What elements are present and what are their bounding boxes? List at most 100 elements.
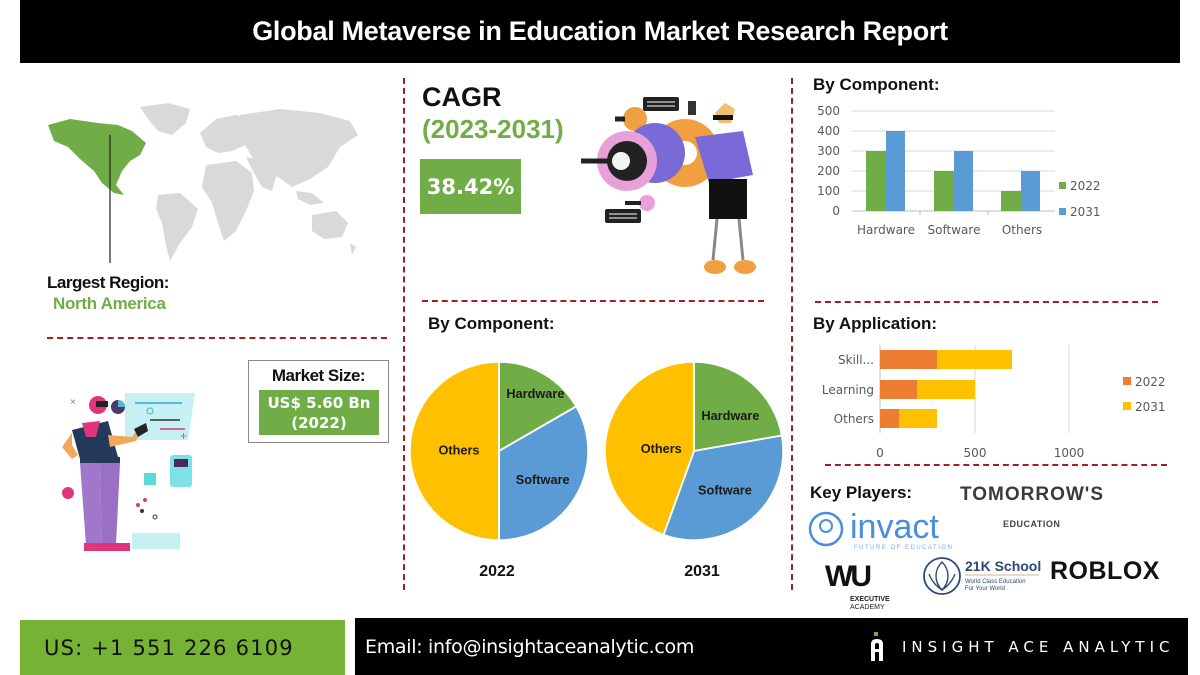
footer-email[interactable]: Email: info@insightaceanalytic.com (365, 636, 695, 658)
logo-invact: invact FUTURE OF EDUCATION (808, 508, 953, 551)
bar-others-2022 (880, 409, 899, 428)
app-chart-x-axis: 0 500 1000 (876, 446, 1084, 460)
component-bar-title: By Component: (813, 75, 940, 94)
svg-text:Hardware: Hardware (857, 223, 915, 237)
panel-icon (643, 97, 679, 111)
vertical-divider-left (403, 78, 405, 590)
vr-glasses-icon (713, 115, 733, 120)
footer-brand: INSIGHT ACE ANALYTIC (870, 632, 1174, 662)
svg-text:2022: 2022 (1070, 179, 1101, 193)
svg-text:2022: 2022 (1135, 375, 1166, 389)
footer-brand-name: INSIGHT ACE ANALYTIC (902, 638, 1175, 656)
pie-slice-hardware (693, 360, 783, 453)
market-size-card: Market Size: US$ 5.60 Bn (2022) (248, 360, 389, 443)
logo-21k-school: 21K School World Class Education For You… (923, 557, 1041, 595)
bar-chart-legend: 2022 2031 (1059, 179, 1101, 219)
svg-text:500: 500 (817, 104, 840, 118)
horizontal-divider-right-top (815, 301, 1158, 303)
logo-tomorrows-education: TOMORROW'S EDUCATION (960, 484, 1104, 529)
app-chart-legend: 2022 2031 (1123, 375, 1166, 414)
pie-year-label-2031: 2031 (684, 563, 720, 580)
svg-text:×: × (70, 397, 76, 408)
horizontal-divider-left (47, 337, 387, 339)
svg-text:EXECUTIVE: EXECUTIVE (850, 596, 890, 603)
svg-text:WU: WU (825, 560, 870, 593)
svg-text:300: 300 (817, 144, 840, 158)
pie-label-hardware: Hardware (701, 408, 759, 423)
pie-label-others: Others (641, 441, 682, 456)
pie-slice-hardware (498, 360, 578, 453)
svg-text:200: 200 (817, 164, 840, 178)
svg-text:FUTURE OF EDUCATION: FUTURE OF EDUCATION (854, 545, 953, 551)
svg-text:Learning: Learning (822, 383, 874, 397)
svg-text:Skill...: Skill... (838, 353, 874, 367)
svg-text:EDUCATION: EDUCATION (1003, 519, 1060, 529)
bar-others-2031 (1021, 171, 1040, 211)
lightbulb-icon (808, 511, 844, 547)
bar-software-2022 (934, 171, 954, 211)
vertical-divider-right (791, 78, 793, 590)
svg-text:Others: Others (1002, 223, 1042, 237)
svg-text:+: + (180, 429, 187, 443)
report-title: Global Metaverse in Education Market Res… (252, 16, 948, 46)
cagr-period: (2023-2031) (422, 114, 564, 144)
svg-text:ACADEMY: ACADEMY (850, 604, 885, 611)
bar-chart-x-axis: Hardware Software Others (857, 223, 1042, 237)
bar-learning-2022 (880, 380, 917, 399)
footer-contact-bar: Email: info@insightaceanalytic.com INSIG… (355, 618, 1188, 675)
pie-slice-software (498, 405, 590, 542)
report-header: Global Metaverse in Education Market Res… (20, 0, 1180, 63)
pie-chart-2022: Hardware Software Others (408, 360, 590, 542)
cagr-title: CAGR (422, 82, 502, 112)
logo-wu-executive-academy: WU EXECUTIVE ACADEMY (825, 560, 890, 611)
market-size-value: US$ 5.60 Bn (2022) (259, 390, 379, 435)
bar-software-2031 (954, 151, 973, 211)
market-size-amount: US$ 5.60 Bn (267, 394, 371, 412)
svg-text:0: 0 (876, 446, 884, 460)
svg-text:For Your World: For Your World (965, 586, 1005, 592)
component-bar-chart: 500 400 300 200 100 0 Hardware Software … (817, 104, 1101, 237)
svg-text:TOMORROW'S: TOMORROW'S (960, 484, 1104, 505)
pie-label-software: Software (698, 483, 752, 498)
svg-text:1000: 1000 (1054, 446, 1085, 460)
panel-icon (605, 209, 641, 223)
pie-year-label-2022: 2022 (479, 563, 515, 580)
gears-person-illustration (581, 97, 756, 274)
svg-text:World Class Education: World Class Education (965, 579, 1026, 585)
svg-text:Software: Software (928, 223, 981, 237)
bar-hardware-2022 (866, 151, 886, 211)
svg-text:100: 100 (817, 184, 840, 198)
footer-phone[interactable]: US: +1 551 226 6109 (44, 635, 294, 660)
bar-skill-2022 (880, 350, 937, 369)
insight-ace-logo-icon (871, 632, 883, 661)
small-gear-icon (623, 107, 647, 131)
key-players-title: Key Players: (810, 483, 913, 502)
key-players-logos: TOMORROW'S EDUCATION invact FUTURE OF ED… (808, 484, 1160, 611)
cagr-value-badge: 38.42% (420, 159, 521, 214)
bar-hardware-2031 (886, 131, 905, 211)
logo-roblox: ROBLOX (1050, 557, 1160, 585)
vr-person-illustration: × + (62, 393, 195, 551)
pie-label-hardware: Hardware (506, 386, 564, 401)
svg-text:Others: Others (834, 412, 874, 426)
application-bar-chart: Skill... Learning Others 0 500 1000 2022… (822, 345, 1166, 460)
footer-phone-box[interactable]: US: +1 551 226 6109 (20, 620, 345, 675)
svg-text:400: 400 (817, 124, 840, 138)
app-chart-y-axis: Skill... Learning Others (822, 353, 874, 426)
pie-slice-others (408, 360, 500, 542)
largest-region-value: North America (53, 294, 166, 313)
horizontal-divider-center (422, 300, 764, 302)
svg-text:ROBLOX: ROBLOX (1050, 557, 1160, 585)
bar-others-2031 (899, 409, 937, 428)
horizontal-divider-right-bottom (825, 464, 1167, 466)
cagr-value: 38.42% (426, 174, 515, 199)
svg-text:21K School: 21K School (965, 558, 1041, 574)
svg-text:0: 0 (832, 204, 840, 218)
market-size-year: (2022) (291, 414, 347, 432)
bar-skill-2031 (937, 350, 1012, 369)
bar-others-2022 (1001, 191, 1021, 211)
svg-text:invact: invact (850, 508, 939, 546)
pie-charts-title: By Component: (428, 314, 555, 333)
planet-icon (62, 487, 74, 499)
pie-slice-others (603, 360, 695, 536)
